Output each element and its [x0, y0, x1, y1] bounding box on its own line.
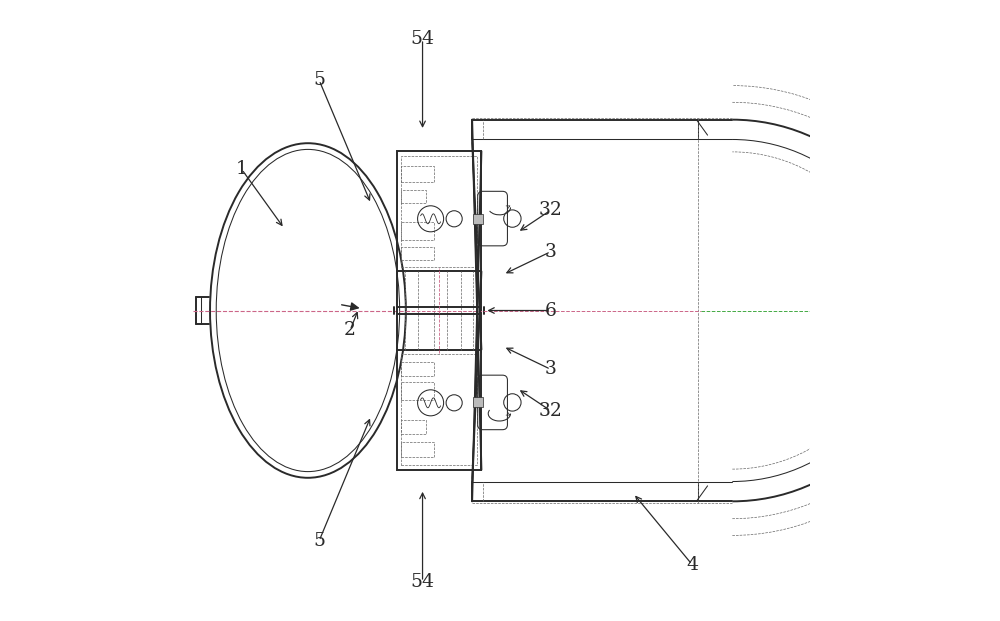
- Text: 3: 3: [545, 243, 557, 261]
- Text: 3: 3: [545, 360, 557, 378]
- Bar: [401, 166, 434, 181]
- Text: 54: 54: [411, 573, 435, 591]
- Bar: [401, 156, 477, 267]
- Bar: [401, 362, 434, 376]
- Text: 4: 4: [686, 556, 698, 574]
- Bar: [401, 222, 434, 240]
- Bar: [473, 397, 483, 407]
- Text: 32: 32: [539, 201, 563, 219]
- Text: 5: 5: [313, 71, 325, 89]
- Bar: [401, 442, 434, 457]
- Bar: [401, 382, 434, 401]
- Bar: [401, 247, 434, 260]
- Bar: [397, 350, 481, 469]
- Bar: [473, 214, 483, 224]
- Bar: [401, 189, 426, 203]
- Text: 54: 54: [411, 30, 435, 48]
- Text: 1: 1: [236, 160, 248, 178]
- Text: 32: 32: [539, 402, 563, 420]
- Text: 5: 5: [313, 532, 325, 550]
- Bar: [397, 152, 481, 271]
- Text: 2: 2: [344, 321, 356, 339]
- Bar: [401, 420, 426, 434]
- Bar: [401, 354, 477, 465]
- Text: 6: 6: [545, 302, 557, 319]
